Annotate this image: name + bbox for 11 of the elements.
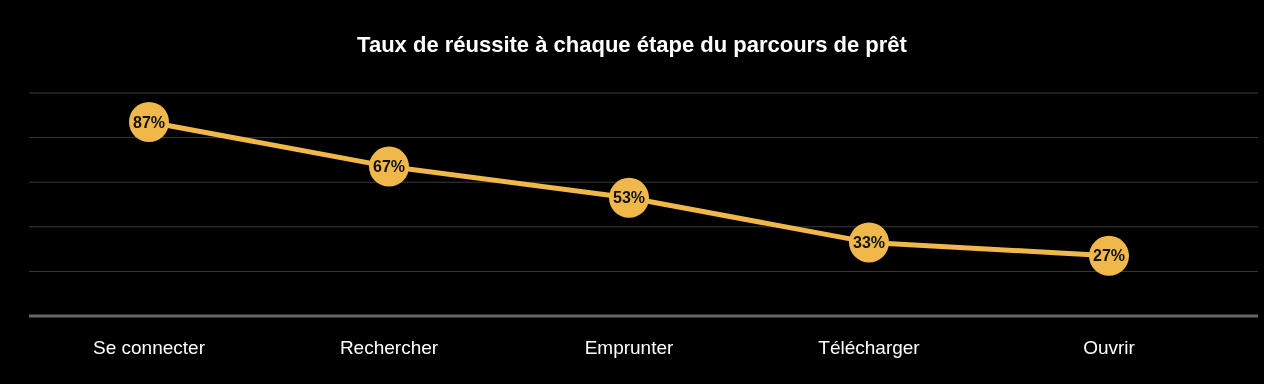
x-tick-label: Se connecter	[93, 337, 206, 358]
x-tick-label: Télécharger	[818, 337, 921, 358]
chart-title: Taux de réussite à chaque étape du parcours de prêt	[357, 32, 908, 57]
data-label: 87%	[132, 113, 166, 131]
x-tick-label: Rechercher	[339, 337, 439, 358]
x-tick-label: Emprunter	[584, 337, 675, 358]
x-tick-label: Ouvrir	[1083, 337, 1136, 358]
data-label: 67%	[372, 158, 406, 176]
data-label: 33%	[852, 234, 886, 252]
data-label: 27%	[1092, 247, 1126, 265]
data-label: 53%	[612, 189, 646, 207]
